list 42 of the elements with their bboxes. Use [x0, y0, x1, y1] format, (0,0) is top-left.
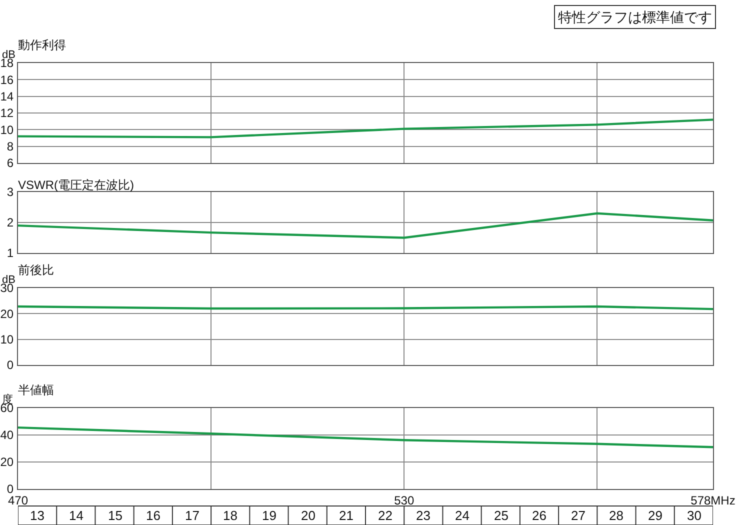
x2-tick-label: 29: [648, 508, 662, 523]
y-tick-label: 12: [0, 106, 14, 120]
x2-tick-label: 26: [532, 508, 546, 523]
x2-tick-label: 14: [69, 508, 84, 523]
y-tick-label: 2: [6, 216, 14, 230]
chart-title: 前後比: [18, 263, 54, 277]
x2-tick-label: 28: [609, 508, 624, 523]
chart-title: VSWR(電圧定在波比): [18, 178, 134, 192]
y-tick-label: 0: [6, 358, 14, 372]
y-tick-label: 16: [0, 72, 14, 87]
y-tick-label: 1: [6, 246, 14, 260]
x2-tick-label: 27: [571, 508, 586, 523]
line-series: [18, 118, 713, 138]
x-tick-label: 530: [394, 493, 414, 508]
y-tick-label: 14: [0, 90, 14, 104]
y-tick-label: 10: [0, 332, 14, 347]
x2-tick-label: 17: [185, 508, 200, 523]
text: 特性グラフは標準値です: [558, 9, 712, 25]
y-tick-label: 20: [0, 306, 14, 321]
x2-tick-label: 23: [416, 508, 430, 523]
y-tick-label: 8: [6, 140, 14, 154]
x2-tick-label: 13: [30, 508, 44, 523]
x2-tick-label: 18: [223, 508, 238, 523]
y-tick-label: 20: [0, 455, 14, 470]
x2-tick-label: 15: [108, 508, 122, 523]
x2-tick-label: 19: [262, 508, 276, 523]
y-tick-label: 10: [0, 122, 14, 137]
x2-tick-label: 22: [378, 508, 392, 523]
line-series: [18, 212, 713, 239]
chart-title: 動作利得: [18, 38, 66, 52]
line-series: [18, 426, 713, 448]
x2-tick-label: 21: [339, 508, 354, 523]
x2-tick-label: 30: [687, 508, 702, 523]
x2-tick-label: 20: [301, 508, 316, 523]
x2-tick-label: 16: [146, 508, 160, 523]
x-tick-label: 578MHz: [690, 493, 736, 508]
x2-tick-label: 25: [494, 508, 508, 523]
x2-tick-label: 24: [455, 508, 470, 523]
y-tick-label: 6: [6, 156, 14, 170]
y-tick-label: 3: [6, 185, 14, 200]
chart-title: 半値幅: [18, 383, 54, 397]
y-tick-label: 40: [0, 428, 14, 442]
